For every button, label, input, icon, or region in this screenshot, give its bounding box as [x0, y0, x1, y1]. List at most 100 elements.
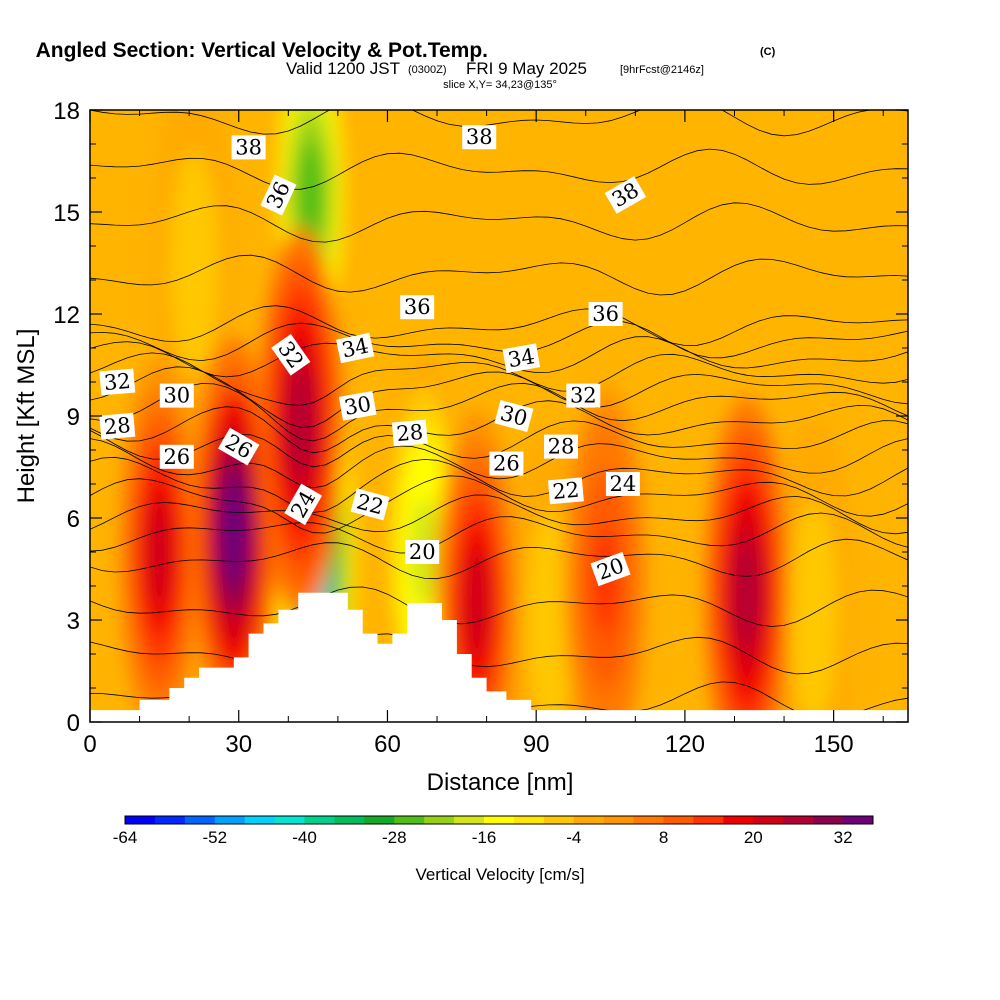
- valid-date: FRI 9 May 2025: [466, 59, 587, 78]
- contour-label-text: 34: [506, 344, 536, 372]
- velocity-cell: [537, 565, 565, 675]
- colorbar-cell: [543, 816, 575, 824]
- forecast-label: [9hrFcst@2146z]: [620, 64, 704, 76]
- theta-contour: [90, 494, 908, 535]
- colorbar-cell: [454, 816, 485, 824]
- colorbar-cell: [154, 816, 186, 824]
- contour-label: 32: [99, 368, 136, 396]
- theta-contour: [90, 336, 908, 378]
- colorbar-cell: [603, 816, 635, 824]
- contour-label-text: 36: [404, 295, 431, 319]
- velocity-cell: [463, 548, 491, 658]
- theta-contour: [90, 512, 908, 554]
- x-tick-label: 120: [665, 731, 705, 758]
- y-tick-label: 15: [53, 200, 80, 227]
- x-tick-label: 150: [814, 731, 854, 758]
- contour-label: 36: [400, 295, 435, 320]
- colorbar-cell: [513, 816, 545, 824]
- contour-label: 34: [336, 332, 375, 364]
- contour-label-text: 22: [552, 478, 581, 504]
- slice-label: slice X,Y= 34,23@135°: [443, 79, 557, 91]
- theta-contour: [90, 148, 908, 190]
- contour-label-text: 30: [163, 384, 190, 408]
- velocity-cell: [287, 368, 315, 478]
- contour-label-box: [590, 551, 631, 587]
- colorbar-cell: [214, 816, 246, 824]
- velocity-cell: [220, 477, 248, 586]
- contour-label-text: 24: [610, 472, 637, 496]
- contour-label: 26: [489, 451, 524, 476]
- theta-contour: [90, 538, 908, 580]
- velocity-cell: [180, 208, 208, 318]
- contour-label-text: 28: [103, 413, 132, 439]
- contour-label-box: [159, 383, 194, 408]
- colorbar-tick-label: 8: [659, 828, 668, 847]
- x-tick-label: 0: [83, 731, 96, 758]
- contour-label-box: [604, 176, 647, 214]
- velocity-cell: [733, 538, 761, 648]
- contour-label: 36: [588, 302, 623, 326]
- colorbar-cell: [813, 816, 844, 824]
- colorbar-cell: [394, 816, 425, 824]
- y-tick-label: 12: [53, 302, 80, 329]
- y-tick-label: 0: [67, 710, 80, 737]
- contour-label-box: [350, 488, 390, 521]
- x-tick-label: 30: [225, 731, 252, 758]
- vertical-velocity-field: [117, 110, 856, 722]
- y-tick-label: 6: [67, 506, 80, 533]
- contour-label: 26: [159, 444, 194, 469]
- contour-label-box: [566, 383, 601, 408]
- contour-label-text: 30: [342, 392, 372, 420]
- contour-label: 24: [605, 472, 640, 496]
- contour-label: 34: [502, 343, 541, 373]
- contour-label-box: [231, 135, 266, 160]
- contour-label: 38: [231, 135, 266, 160]
- contour-label-text: 28: [548, 435, 575, 459]
- title-block: Angled Section: Vertical Velocity & Pot.…: [36, 39, 776, 91]
- contour-label: 28: [544, 434, 578, 459]
- colorbar-cell: [843, 816, 874, 824]
- contour-label-box: [260, 174, 297, 216]
- x-tick-label: 60: [374, 731, 401, 758]
- theta-contour: [90, 382, 908, 442]
- y-tick-label: 3: [67, 608, 80, 635]
- velocity-cell: [296, 140, 325, 250]
- theta-contour: [90, 456, 908, 513]
- contour-label-box: [284, 483, 323, 526]
- contour-label-box: [217, 427, 260, 466]
- colorbar-title: Vertical Velocity [cm/s]: [415, 865, 584, 884]
- colorbar-cell: [783, 816, 814, 824]
- contour-label-text: 38: [235, 135, 262, 159]
- colorbar-cell: [484, 816, 515, 824]
- contour-label: 30: [494, 400, 534, 432]
- colorbar-tick-label: -52: [203, 828, 228, 847]
- contour-label-box: [99, 368, 136, 396]
- y-tick-label: 18: [53, 98, 80, 125]
- contour-label: 22: [547, 477, 584, 505]
- colorbar-cell: [364, 816, 395, 824]
- colorbar-cell: [304, 816, 335, 824]
- colorbar-cell: [184, 816, 216, 824]
- contour-label-box: [502, 343, 541, 373]
- contour-label-box: [400, 295, 435, 320]
- colorbar-cell: [244, 816, 276, 824]
- theta-contour: [90, 586, 908, 627]
- contour-label-box: [547, 477, 584, 505]
- contour-label-box: [494, 400, 534, 432]
- contour-label-text: 32: [570, 384, 597, 408]
- contour-label-box: [605, 472, 640, 496]
- colorbar-cell: [424, 816, 455, 824]
- contour-label: 32: [566, 383, 601, 408]
- colorbar-frame: [124, 815, 874, 825]
- colorbar-tick-label: -28: [382, 828, 407, 847]
- colorbar-tick-label: -40: [292, 828, 317, 847]
- theta-contour: [90, 366, 908, 428]
- contour-label-text: 36: [592, 302, 619, 326]
- x-axis-title: Distance [nm]: [427, 769, 574, 796]
- contour-label-box: [159, 444, 194, 469]
- contour-label-text: 32: [103, 369, 132, 395]
- theta-contour: [90, 254, 908, 296]
- colorbar-cell: [334, 816, 365, 824]
